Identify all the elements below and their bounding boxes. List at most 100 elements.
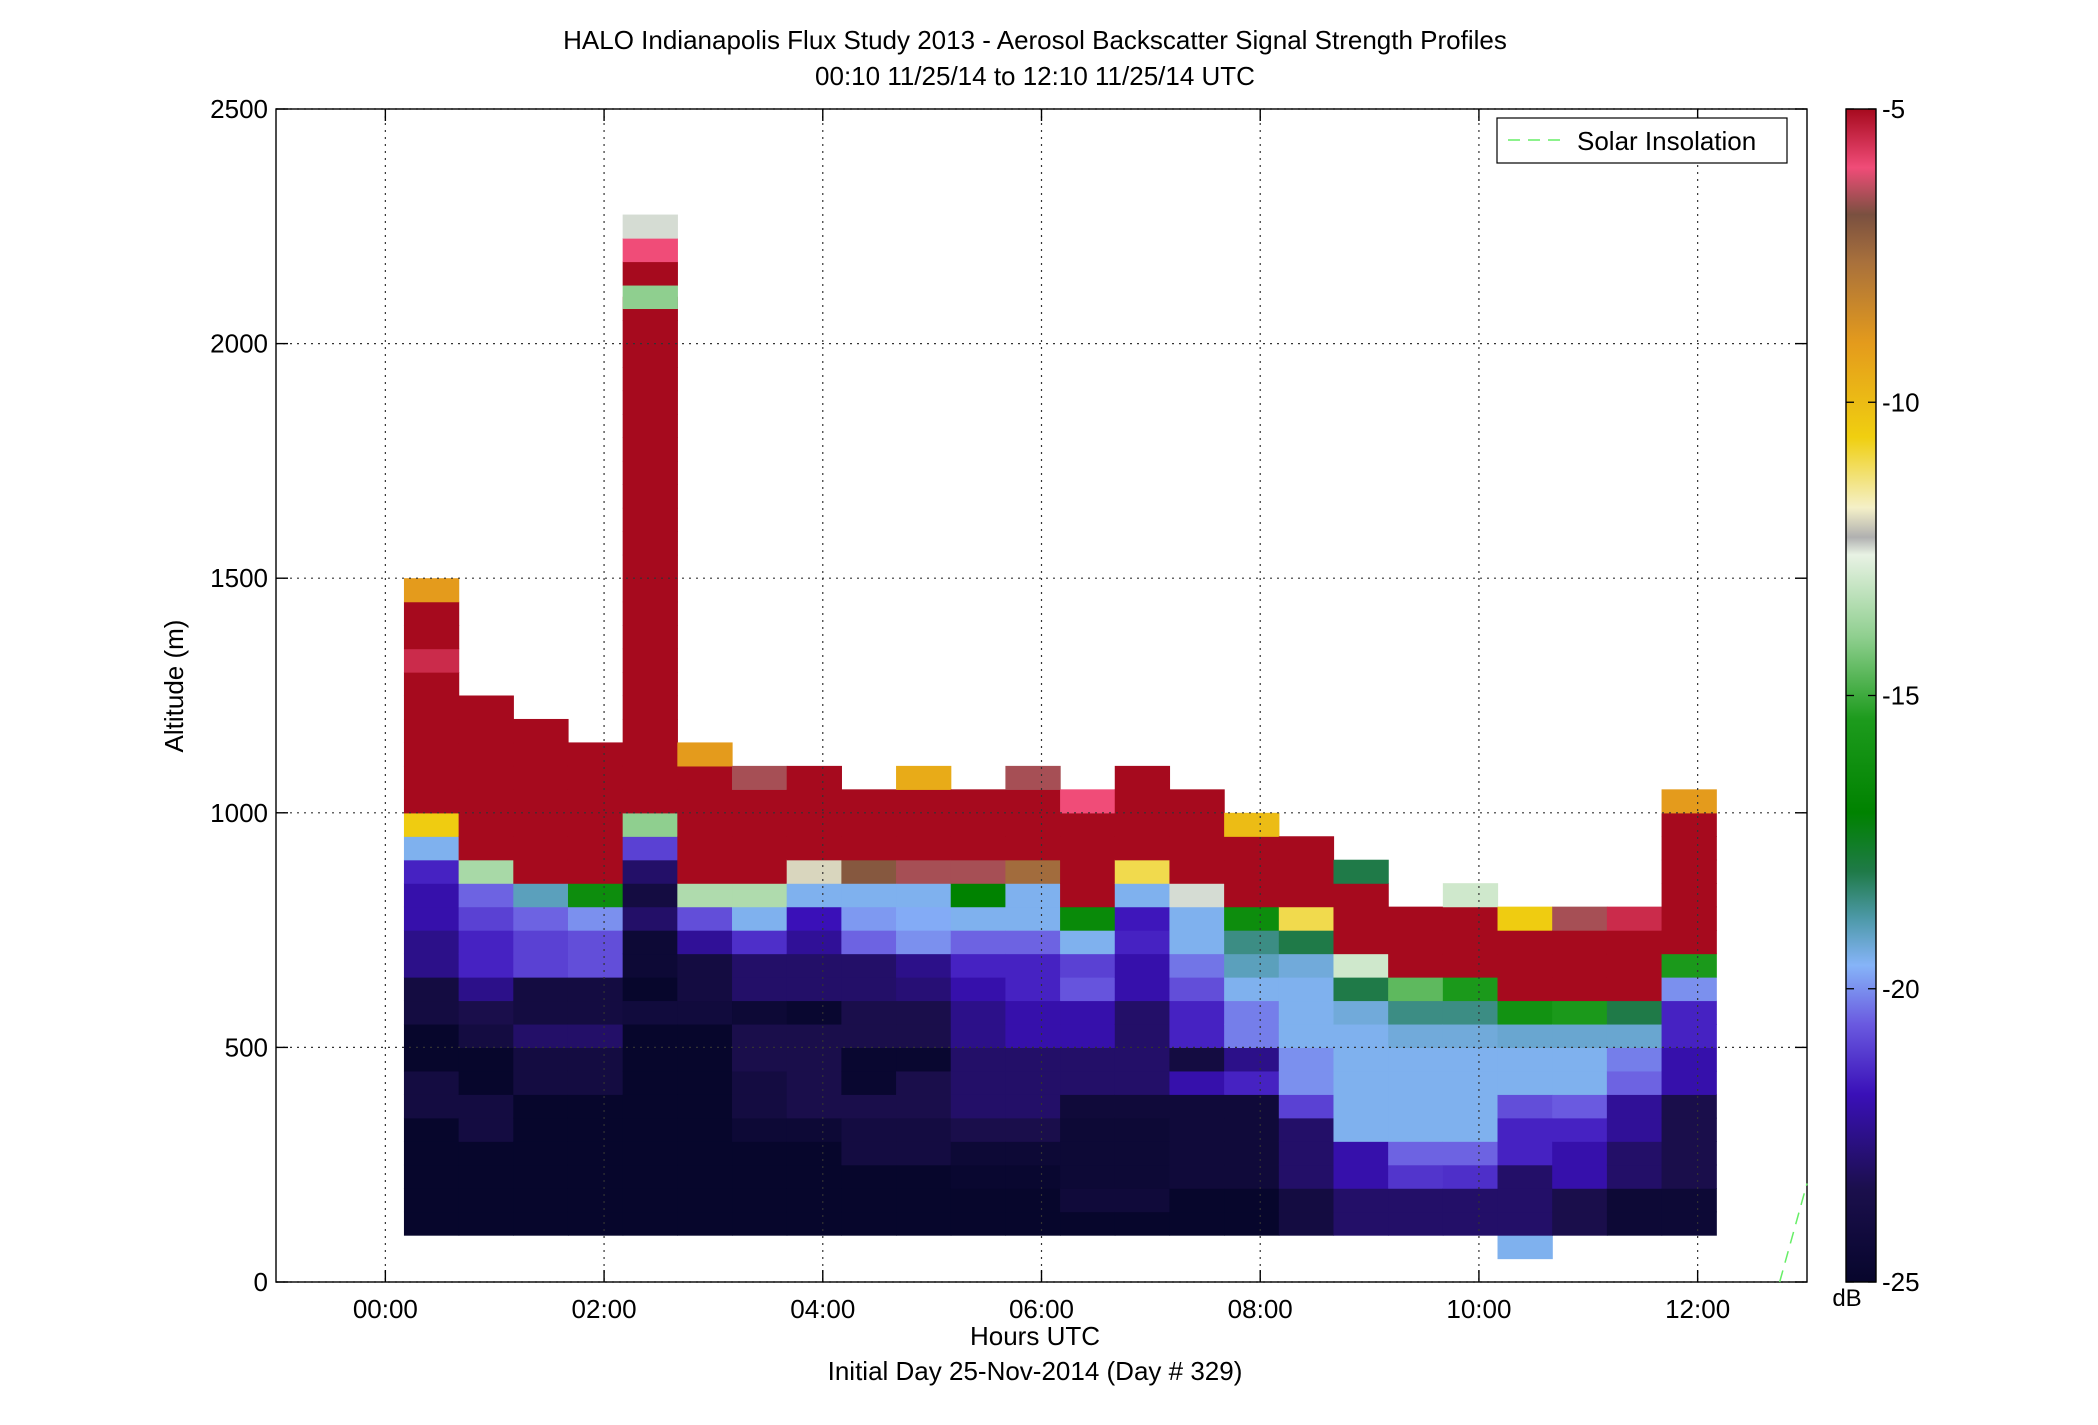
heatmap-cell-c0-r25 (403, 625, 460, 650)
heatmap-cell-c5-r13 (677, 906, 733, 931)
heatmap-cell-c9-r1 (896, 1188, 952, 1213)
heatmap-cell-c10-r11 (950, 953, 1007, 978)
heatmap-cell-c9-r12 (896, 930, 952, 955)
heatmap-cell-c23-r16 (1661, 836, 1717, 861)
heatmap-cell-c5-r17 (677, 812, 733, 837)
heatmap-cell-c14-r12 (1169, 930, 1225, 955)
heatmap-cell-c3-r0 (567, 1211, 624, 1236)
heatmap-cell-c8-r9 (841, 1000, 897, 1025)
chart-title: HALO Indianapolis Flux Study 2013 - Aero… (563, 25, 1507, 55)
heatmap-cell-c0-r18 (403, 789, 460, 814)
colorbar-tick-label: -15 (1882, 681, 1920, 711)
heatmap-cell-c8-r5 (841, 1094, 897, 1119)
heatmap-cell-c15-r9 (1224, 1000, 1280, 1025)
heatmap-cell-c8-r12 (841, 930, 897, 955)
heatmap-cell-c12-r15 (1060, 859, 1116, 884)
heatmap-cell-c0-r26 (403, 601, 460, 626)
heatmap-cell-c20-r11 (1497, 977, 1553, 1002)
heatmap-cell-c9-r0 (896, 1211, 952, 1236)
heatmap-cell-c4-r27 (622, 578, 678, 603)
heatmap-cell-c10-r3 (950, 1141, 1007, 1166)
heatmap-cell-c1-r10 (458, 977, 514, 1002)
heatmap-cell-c12-r8 (1060, 1023, 1116, 1048)
heatmap-cell-c23-r7 (1661, 1047, 1717, 1072)
heatmap-cell-c17-r2 (1333, 1164, 1389, 1189)
heatmap-cell-c9-r13 (896, 906, 952, 931)
heatmap-cell-c8-r17 (841, 812, 897, 837)
heatmap-cell-c7-r8 (786, 1023, 842, 1048)
heatmap-cell-c16-r13 (1278, 906, 1335, 931)
heatmap-cell-c14-r16 (1169, 836, 1225, 861)
heatmap-cell-c2-r19 (513, 765, 569, 790)
heatmap-cell-c3-r20 (567, 742, 624, 767)
heatmap-cell-c2-r21 (513, 718, 569, 744)
heatmap-cell-c7-r4 (786, 1117, 842, 1142)
heatmap-cell-c10-r17 (950, 812, 1007, 837)
heatmap-cell-c18-r4 (1388, 1117, 1444, 1142)
heatmap-cell-c6-r14 (732, 883, 788, 908)
heatmap-cell-c13-r2 (1114, 1164, 1171, 1189)
heatmap-cell-c19-r8 (1442, 1023, 1499, 1048)
heatmap-cell-c7-r15 (786, 859, 842, 884)
heatmap-cell-c7-r17 (786, 812, 842, 837)
heatmap-cell-c11-r17 (1005, 812, 1061, 837)
heatmap-cell-c8-r6 (841, 1070, 897, 1095)
heatmap-cell-c4-r29 (622, 531, 678, 556)
heatmap-cell-c4-r10 (622, 977, 678, 1002)
heatmap-cell-c0-r23 (403, 672, 460, 697)
heatmap-cell-c17-r0 (1333, 1211, 1389, 1236)
heatmap-cell-c20-r0 (1497, 1235, 1553, 1260)
heatmap-cell-c4-r37 (622, 343, 678, 368)
heatmap-cell-c6-r15 (732, 859, 788, 884)
heatmap-cell-c4-r1 (622, 1188, 678, 1213)
x-tick-label: 06:00 (1009, 1294, 1074, 1324)
heatmap-cell-c2-r13 (513, 906, 569, 931)
heatmap-cell-c6-r7 (732, 1047, 788, 1072)
heatmap-cell-c22-r10 (1606, 977, 1663, 1002)
heatmap-cell-c17-r7 (1333, 1047, 1389, 1072)
heatmap-cell-c12-r17 (1060, 812, 1116, 837)
heatmap-cell-c3-r14 (567, 883, 624, 908)
heatmap-cell-c20-r5 (1497, 1117, 1553, 1142)
heatmap-cell-c1-r11 (458, 953, 514, 978)
heatmap-cell-c6-r10 (732, 977, 788, 1002)
heatmap-cell-c23-r15 (1661, 859, 1717, 884)
legend-label-solar-insolation: Solar Insolation (1577, 126, 1756, 156)
y-tick-label: 1000 (210, 798, 268, 828)
heatmap-cell-c13-r3 (1114, 1141, 1171, 1166)
heatmap-cell-c10-r0 (950, 1211, 1007, 1236)
heatmap-cell-c20-r8 (1497, 1047, 1553, 1072)
heatmap-cell-c16-r11 (1278, 953, 1335, 978)
heatmap-cell-c16-r1 (1278, 1188, 1335, 1213)
heatmap-cell-c18-r13 (1388, 906, 1444, 931)
heatmap-cell-c4-r36 (622, 367, 678, 392)
heatmap-cell-c4-r13 (622, 906, 678, 931)
heatmap-cell-c17-r8 (1333, 1023, 1389, 1048)
heatmap-cell-c15-r14 (1224, 883, 1280, 908)
heatmap-cell-c3-r6 (567, 1070, 624, 1095)
heatmap-cell-c2-r20 (513, 742, 569, 767)
heatmap-cell-c4-r8 (622, 1023, 678, 1048)
heatmap-cell-c14-r4 (1169, 1117, 1225, 1142)
x-tick-label: 10:00 (1446, 1294, 1511, 1324)
heatmap-cell-c13-r10 (1114, 977, 1171, 1002)
heatmap-cell-c7-r19 (786, 765, 842, 790)
heatmap-cell-c4-r38 (622, 320, 678, 345)
heatmap-cell-c1-r3 (458, 1141, 514, 1166)
heatmap-cell-c23-r8 (1661, 1023, 1717, 1048)
heatmap-cell-c23-r0 (1661, 1211, 1717, 1236)
heatmap-cell-c3-r13 (567, 906, 624, 931)
heatmap-cell-c14-r0 (1169, 1211, 1225, 1236)
heatmap-cell-c10-r9 (950, 1000, 1007, 1025)
heatmap-cell-c23-r1 (1661, 1188, 1717, 1213)
heatmap-cell-c6-r18 (732, 789, 788, 814)
heatmap-cell-c15-r10 (1224, 977, 1280, 1002)
heatmap-cell-c15-r4 (1224, 1117, 1280, 1142)
heatmap-cell-c19-r12 (1442, 930, 1499, 955)
solar-insolation-series (1778, 1183, 1808, 1283)
heatmap-cell-c13-r4 (1114, 1117, 1171, 1142)
heatmap-cell-c20-r10 (1497, 1000, 1553, 1025)
heatmap-cell-c19-r9 (1442, 1000, 1499, 1025)
heatmap-cell-c3-r11 (567, 953, 624, 978)
heatmap-cell-c4-extra0-r1 (622, 261, 678, 286)
